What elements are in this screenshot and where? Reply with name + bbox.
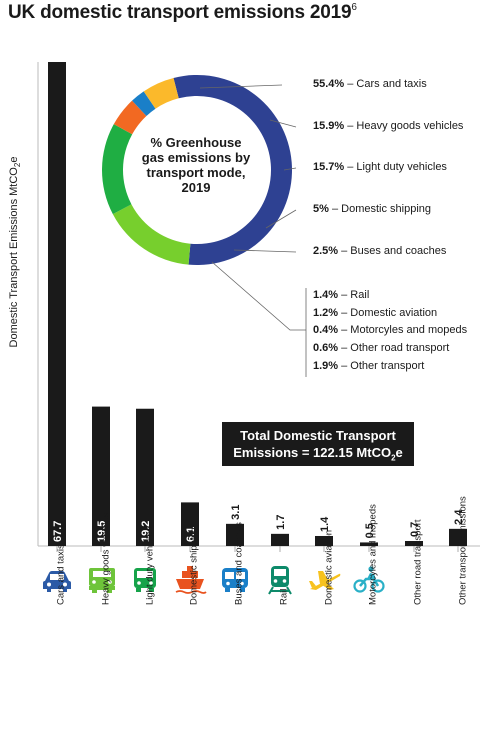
x-label-ldv: Light duty vehicles xyxy=(144,526,156,605)
bar-2 xyxy=(92,406,110,546)
x-label-rail: Rail xyxy=(278,588,290,605)
bar-value-label-6: 1.7 xyxy=(275,515,287,530)
donut-slice-cars xyxy=(173,75,293,265)
annotation-other-transport: 1.9% – Other transport xyxy=(313,360,425,372)
total-emissions-box: Total Domestic Transport Emissions = 122… xyxy=(222,422,414,466)
x-label-other-road: Other road transport xyxy=(412,519,424,605)
bar-8 xyxy=(360,542,378,546)
total-line-2: Emissions = 122.15 MtCO2e xyxy=(233,445,403,463)
bar-5 xyxy=(226,523,244,546)
x-label-aviation: Domestic aviation xyxy=(323,530,335,605)
bar-value-label-8: 0.5 xyxy=(364,523,376,538)
leader-line-hgv xyxy=(269,119,297,128)
x-label-motorcycles: Motorcyles and mopeds xyxy=(367,504,379,605)
annotation-other-road: 0.6% – Other road transport xyxy=(313,342,450,354)
bar-value-label-9: 0.7 xyxy=(409,522,421,537)
donut-chart xyxy=(102,75,293,265)
bar-3 xyxy=(136,408,154,546)
leader-line-cars xyxy=(199,84,283,89)
bus-icon xyxy=(222,568,248,592)
van-icon xyxy=(134,568,156,592)
chart-title: UK domestic transport emissions 20196 xyxy=(8,2,357,23)
annotation-motorcycles: 0.4% – Motorcyles and mopeds xyxy=(313,324,468,336)
bar-value-label-10: 2.4 xyxy=(453,509,465,525)
annotation-rail: 1.4% – Rail xyxy=(313,289,370,301)
annotation-shipping: 5% – Domestic shipping xyxy=(313,203,432,215)
bar-4 xyxy=(181,502,199,546)
bar-value-label-3: 19.2 xyxy=(140,521,152,542)
leader-lines xyxy=(199,84,307,377)
x-label-other-transport: Other transport emissions xyxy=(457,496,469,605)
train-icon xyxy=(268,566,292,595)
donut-center-label: % Greenhouse gas emissions by transport … xyxy=(141,135,251,195)
bar-value-label-2: 19.5 xyxy=(96,521,108,542)
ship-icon xyxy=(175,566,207,594)
leader-line-buses xyxy=(233,249,297,253)
bar-1 xyxy=(48,62,66,546)
motorcycle-icon xyxy=(353,566,385,593)
x-ticks-group xyxy=(56,546,459,552)
airplane-icon xyxy=(309,571,341,590)
annotation-hgv: 15.9% – Heavy goods vehicles xyxy=(313,120,464,132)
bar-9 xyxy=(405,540,423,546)
bars-group: 67.7 19.5 19.2 6.1 3.1 1.7 1.4 0.5 0.7 2.4 xyxy=(48,62,467,546)
truck-icon xyxy=(89,568,115,593)
bar-10 xyxy=(449,528,467,546)
x-label-cars: Cars and taxis xyxy=(55,544,67,605)
x-label-buses: Buses and coaches xyxy=(233,522,245,605)
bar-value-label-1: 67.7 xyxy=(52,521,64,542)
annotation-aviation: 1.2% – Domestic aviation xyxy=(313,307,438,319)
donut-slice-small-modes xyxy=(143,77,179,109)
donut-slice-shipping xyxy=(113,100,147,135)
annotation-cars: 55.4% – Cars and taxis xyxy=(313,78,427,90)
bar-value-label-5: 3.1 xyxy=(230,505,242,520)
car-icon xyxy=(43,571,71,592)
total-line-1: Total Domestic Transport xyxy=(240,428,396,443)
leader-line-ldv xyxy=(283,167,297,171)
bar-value-label-4: 6.1 xyxy=(185,527,197,542)
annotation-buses: 2.5% – Buses and coaches xyxy=(313,245,447,257)
x-label-hgv: Heavy goods vehicles xyxy=(100,512,112,605)
leader-line-small xyxy=(211,261,306,331)
bar-value-label-7: 1.4 xyxy=(319,516,331,532)
leader-line-shipping xyxy=(265,209,297,229)
donut-slice-buses xyxy=(132,91,156,116)
donut-slice-hgv xyxy=(112,204,191,265)
bar-6 xyxy=(271,533,289,546)
x-label-shipping: Domestic shipping xyxy=(188,527,200,605)
donut-slice-ldv xyxy=(102,124,133,215)
annotation-ldv: 15.7% – Light duty vehicles xyxy=(313,161,447,173)
bar-7 xyxy=(315,535,333,546)
